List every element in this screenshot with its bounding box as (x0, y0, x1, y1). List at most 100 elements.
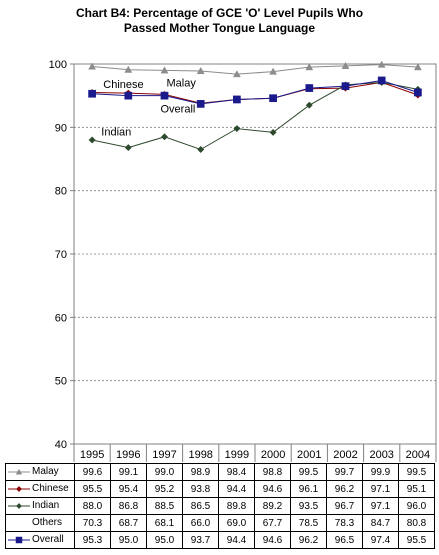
table-cell: 99.5 (290, 463, 327, 481)
data-point-overall (341, 82, 350, 91)
data-point-malay (88, 62, 97, 70)
table-cell: 95.5 (398, 531, 435, 549)
y-tick-label: 70 (55, 249, 67, 261)
series-label-overall: Overall (161, 104, 196, 116)
table-cell: 99.7 (326, 463, 363, 481)
series-name: Indian (32, 500, 60, 512)
table-cell: 99.6 (74, 463, 111, 481)
table-cell: 95.0 (146, 531, 183, 549)
table-cell: 96.1 (290, 480, 327, 498)
table-cell: 97.1 (362, 497, 399, 515)
x-tick-label: 1999 (225, 449, 249, 461)
data-point-overall (88, 89, 96, 98)
table-cell: 99.0 (146, 463, 183, 481)
table-cell: 78.3 (326, 514, 363, 532)
table-cell: 89.8 (218, 497, 255, 515)
data-point-overall (269, 94, 277, 103)
chart-title-line-1: Chart B4: Percentage of GCE 'O' Level Pu… (75, 6, 364, 20)
data-point-indian (124, 144, 132, 152)
data-point-indian (197, 145, 205, 154)
legend-key-others (8, 518, 30, 528)
table-cell: 96.5 (326, 531, 363, 549)
table-row-malay: Malay 99.6 99.1 99.0 98.9 98.4 98.8 99.5 99.7 99.… (5, 463, 435, 481)
data-point-indian (233, 125, 241, 133)
table-cell: 86.8 (110, 497, 147, 515)
x-tick-label: 1998 (188, 449, 212, 461)
table-row-others: Others 70.3 68.7 68.1 66.0 69.0 67.7 78.5 78.3 84… (5, 514, 435, 532)
table-cell: 98.9 (182, 463, 219, 481)
table-cell: 93.8 (182, 480, 219, 498)
table-cell: 68.1 (146, 514, 183, 532)
table-cell: 97.1 (362, 480, 399, 498)
table-cell: 78.5 (290, 514, 327, 532)
data-point-indian (88, 136, 96, 144)
data-point-overall (196, 100, 205, 108)
series-name: Others (32, 517, 63, 529)
legend-key-overall (8, 536, 30, 544)
x-tick-label: 1996 (116, 449, 140, 461)
series-label-chinese: Chinese (103, 79, 143, 91)
data-point-overall (160, 91, 169, 100)
table-cell: 96.2 (290, 531, 327, 549)
x-tick-label: 2004 (406, 449, 430, 461)
table-cell: 93.7 (182, 531, 219, 549)
line-chart: 40 50 60 70 80 90 100 1995 1996 1997 1998 1999 2000 2… (49, 59, 437, 462)
table-cell: 88.5 (146, 497, 183, 515)
legend-key-malay (8, 468, 30, 475)
table-cell: 95.3 (74, 531, 111, 549)
y-tick-label: 50 (55, 376, 67, 388)
table-cell: 95.5 (74, 480, 111, 498)
y-tick-label: 100 (49, 59, 67, 71)
table-legend-cell: Others (5, 514, 75, 532)
series-label-malay: Malay (167, 77, 197, 89)
x-tick-label: 2002 (333, 449, 357, 461)
series-name: Malay (32, 466, 59, 478)
table-cell: 86.5 (182, 497, 219, 515)
y-tick-label: 90 (55, 122, 67, 134)
data-point-malay (269, 67, 278, 75)
table-cell: 66.0 (182, 514, 219, 532)
table-cell: 96.0 (398, 497, 435, 515)
x-tick-label: 1995 (80, 449, 104, 461)
y-tick-label: 60 (55, 312, 67, 324)
table-cell: 89.2 (254, 497, 291, 515)
series-label-indian: Indian (101, 127, 131, 139)
data-point-malay (341, 61, 350, 69)
table-cell: 99.1 (110, 463, 147, 481)
table-cell: 93.5 (290, 497, 327, 515)
series-name: Chinese (32, 483, 69, 495)
table-cell: 98.8 (254, 463, 291, 481)
table-cell: 94.4 (218, 480, 255, 498)
table-cell: 95.0 (110, 531, 147, 549)
y-tick-label: 40 (55, 439, 67, 451)
x-tick-label: 2000 (261, 449, 285, 461)
data-point-malay (305, 63, 314, 71)
legend-key-indian (8, 503, 30, 509)
data-point-malay (160, 66, 169, 74)
chart-title-line-2: Passed Mother Tongue Language (123, 21, 316, 35)
table-cell: 94.6 (254, 531, 291, 549)
data-point-indian (269, 128, 277, 136)
table-legend-cell: Chinese (5, 480, 75, 498)
data-point-indian (305, 101, 313, 109)
table-cell: 97.4 (362, 531, 399, 549)
series-line-malay (92, 64, 418, 75)
table-row-indian: Indian 88.0 86.8 88.5 86.5 89.8 89.2 93.5 96.7 97… (5, 497, 435, 515)
table-cell: 95.2 (146, 480, 183, 498)
table-legend-cell: Malay (5, 463, 75, 481)
table-cell: 98.4 (218, 463, 255, 481)
table-cell: 94.4 (218, 531, 255, 549)
x-tick-label: 2001 (297, 449, 321, 461)
chart-title: Chart B4: Percentage of GCE 'O' Level Pu… (0, 6, 439, 36)
table-cell: 84.7 (362, 514, 399, 532)
table-cell: 80.8 (398, 514, 435, 532)
series-name: Overall (32, 534, 64, 546)
legend-key-chinese (8, 486, 30, 492)
table-cell: 70.3 (74, 514, 111, 532)
table-cell: 99.9 (362, 463, 399, 481)
y-tick-label: 80 (55, 186, 67, 198)
data-point-overall (124, 91, 133, 100)
table-cell: 95.1 (398, 480, 435, 498)
table-legend-cell: Overall (5, 531, 75, 549)
x-tick-label: 1997 (152, 449, 176, 461)
